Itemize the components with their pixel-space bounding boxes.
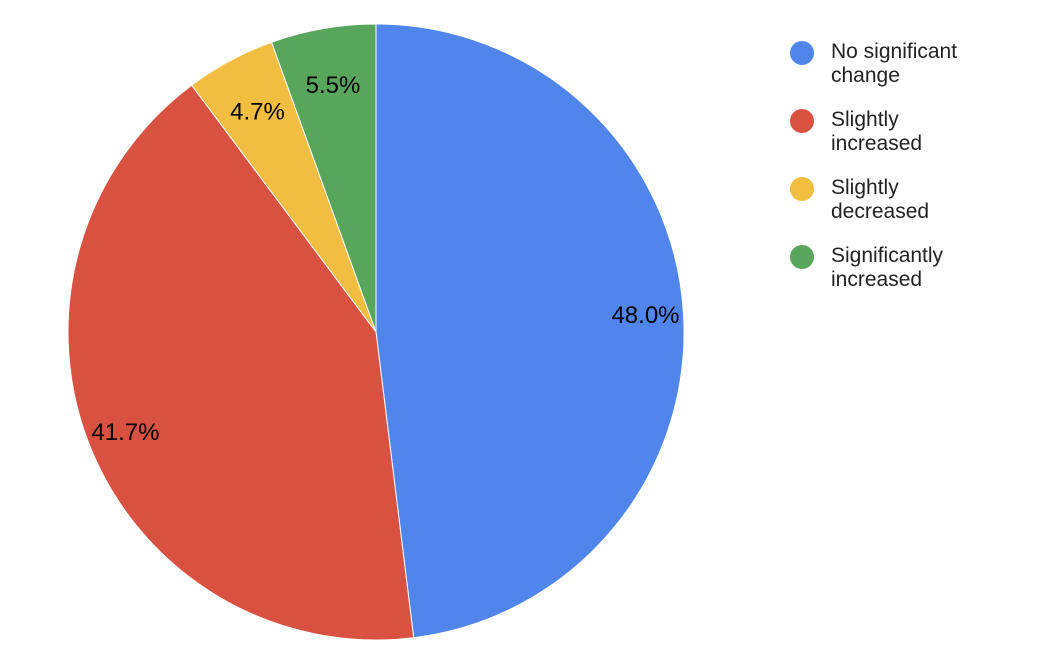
legend-swatch-icon bbox=[790, 245, 814, 269]
pie-slice-significantly-increased[interactable] bbox=[270, 23, 377, 333]
pie-slice-value-label: 48.0% bbox=[611, 302, 679, 329]
pie-slice-slightly-increased[interactable] bbox=[67, 84, 415, 641]
legend-label: No significant change bbox=[831, 40, 958, 87]
legend-item-slightly-decreased[interactable]: Slightly decreased bbox=[790, 176, 1050, 224]
legend-item-significantly-increased[interactable]: Significantly increased bbox=[790, 244, 1050, 292]
legend-swatch-icon bbox=[790, 109, 814, 133]
legend-swatch-icon bbox=[790, 177, 814, 201]
pie-slice-labels: 48.0% 41.7% 4.7% 5.5% bbox=[91, 72, 679, 446]
pie-slice-value-label: 5.5% bbox=[306, 72, 361, 99]
pie-slice-value-label: 4.7% bbox=[230, 98, 285, 125]
legend-label: Slightly decreased bbox=[831, 176, 930, 223]
legend-item-no-significant-change[interactable]: No significant change bbox=[790, 40, 1050, 88]
legend-swatch-icon bbox=[790, 41, 814, 65]
legend-label: Significantly increased bbox=[831, 244, 944, 291]
pie-slice-value-label: 41.7% bbox=[91, 419, 159, 446]
legend-item-slightly-increased[interactable]: Slightly increased bbox=[790, 108, 1050, 156]
pie-slice-no-significant-change[interactable] bbox=[375, 23, 685, 639]
legend-label: Slightly increased bbox=[831, 108, 923, 155]
chart-legend: No significant change Slightly increased… bbox=[790, 40, 1050, 312]
pie-slices bbox=[67, 23, 685, 641]
